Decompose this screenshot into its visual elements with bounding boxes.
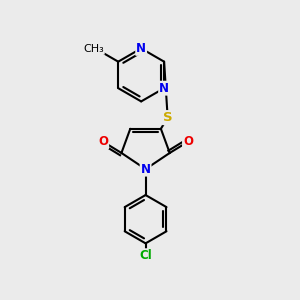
Text: O: O	[183, 135, 193, 148]
Text: O: O	[98, 135, 108, 148]
Text: S: S	[163, 111, 172, 124]
Text: CH₃: CH₃	[83, 44, 104, 54]
Text: N: N	[159, 82, 169, 95]
Text: Cl: Cl	[139, 249, 152, 262]
Text: N: N	[136, 42, 146, 55]
Text: N: N	[141, 163, 151, 176]
